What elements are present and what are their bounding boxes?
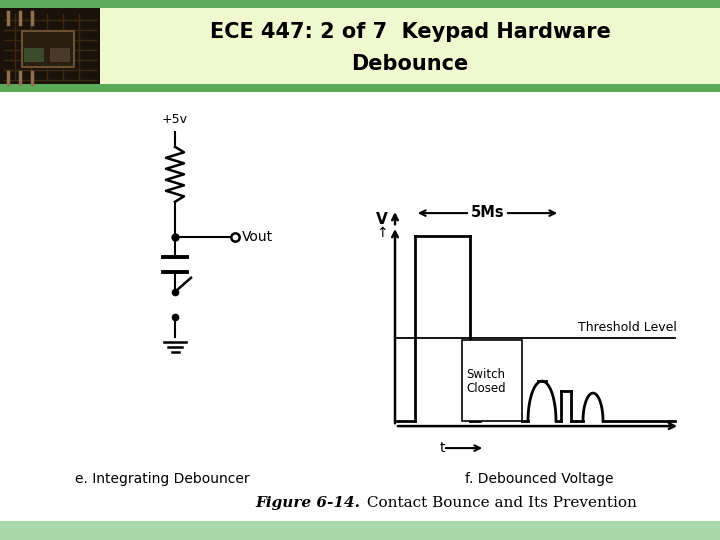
Bar [24, 48, 44, 62]
Bar [0, 84, 720, 92]
Text: 5Ms: 5Ms [471, 205, 504, 220]
Text: ↑: ↑ [376, 226, 388, 240]
Text: e. Integrating Debouncer: e. Integrating Debouncer [75, 472, 250, 486]
Text: Switch: Switch [466, 368, 505, 381]
Text: Threshold Level: Threshold Level [578, 321, 677, 334]
Text: +5v: +5v [162, 113, 188, 126]
Bar [50, 48, 70, 62]
Bar [22, 31, 74, 67]
Text: ECE 447: 2 of 7  Keypad Hardware: ECE 447: 2 of 7 Keypad Hardware [210, 22, 611, 42]
Text: t: t [440, 441, 446, 455]
Text: Closed: Closed [466, 382, 505, 395]
Text: Debounce: Debounce [351, 54, 469, 74]
Bar [462, 340, 522, 421]
Bar [0, 8, 100, 84]
Text: Figure 6-14.: Figure 6-14. [255, 496, 360, 510]
Text: Vout: Vout [242, 230, 273, 244]
Text: V: V [376, 212, 388, 227]
Bar [0, 0, 720, 8]
Text: Contact Bounce and Its Prevention: Contact Bounce and Its Prevention [362, 496, 637, 510]
Text: f. Debounced Voltage: f. Debounced Voltage [465, 472, 613, 486]
